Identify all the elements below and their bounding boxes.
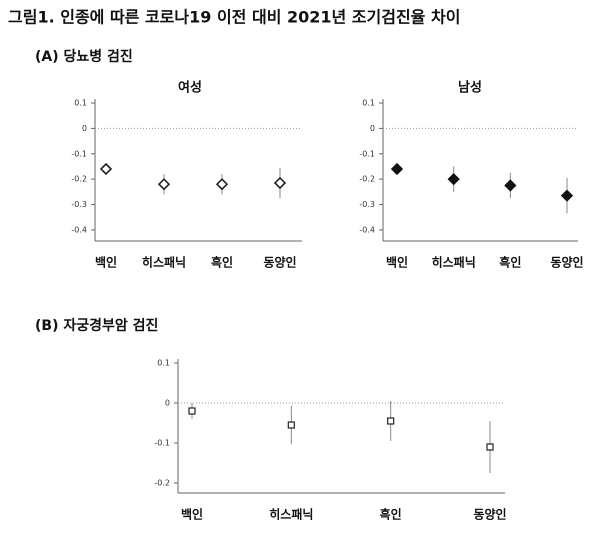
- data-point: [390, 162, 404, 176]
- chart-subtitle: 여성: [178, 80, 202, 96]
- section-title: (A) 당뇨병 검진: [35, 48, 133, 65]
- data-point: [273, 176, 287, 190]
- data-point: [215, 178, 229, 191]
- data-point: [188, 407, 196, 415]
- x-tick-label: 흑인: [211, 255, 233, 270]
- x-tick-label: 백인: [386, 255, 408, 270]
- x-tick-label: 동양인: [263, 255, 296, 270]
- y-tick-label: 0: [82, 124, 87, 133]
- y-tick-label: -0.2: [154, 479, 170, 488]
- data-point: [447, 173, 460, 186]
- x-tick-label: 히스패닉: [142, 255, 186, 270]
- data-point: [287, 421, 295, 429]
- section-title: (B) 자궁경부암 검진: [35, 317, 158, 334]
- y-tick-label: 0: [165, 399, 170, 408]
- figure-title: 그림1. 인종에 따른 코로나19 이전 대비 2021년 조기검진율 차이: [8, 8, 460, 27]
- y-tick-label: -0.4: [71, 225, 87, 234]
- data-point: [157, 178, 171, 191]
- x-tick-label: 백인: [181, 507, 203, 522]
- y-tick-label: -0.1: [359, 149, 375, 158]
- y-tick-label: -0.4: [359, 225, 375, 234]
- y-tick-label: -0.2: [359, 175, 375, 184]
- x-tick-label: 히스패닉: [432, 255, 476, 270]
- x-tick-label: 동양인: [473, 507, 506, 522]
- data-point: [560, 189, 574, 202]
- data-point: [387, 417, 395, 425]
- data-point: [486, 443, 494, 451]
- y-tick-label: 0.1: [157, 359, 170, 368]
- y-tick-label: 0: [370, 124, 375, 133]
- y-tick-label: -0.1: [154, 439, 170, 448]
- chart-subtitle: 남성: [458, 80, 482, 96]
- data-point: [99, 162, 113, 176]
- x-tick-label: 동양인: [550, 255, 583, 270]
- y-tick-label: 0.1: [362, 99, 375, 108]
- x-tick-label: 흑인: [499, 255, 521, 270]
- y-tick-label: -0.3: [359, 200, 375, 209]
- y-tick-label: -0.3: [71, 200, 87, 209]
- data-point: [504, 179, 517, 192]
- y-tick-label: -0.2: [71, 175, 87, 184]
- x-tick-label: 흑인: [380, 507, 402, 522]
- y-tick-label: -0.1: [71, 149, 87, 158]
- x-tick-label: 백인: [95, 255, 117, 270]
- y-tick-label: 0.1: [74, 99, 87, 108]
- x-tick-label: 히스패닉: [269, 507, 313, 522]
